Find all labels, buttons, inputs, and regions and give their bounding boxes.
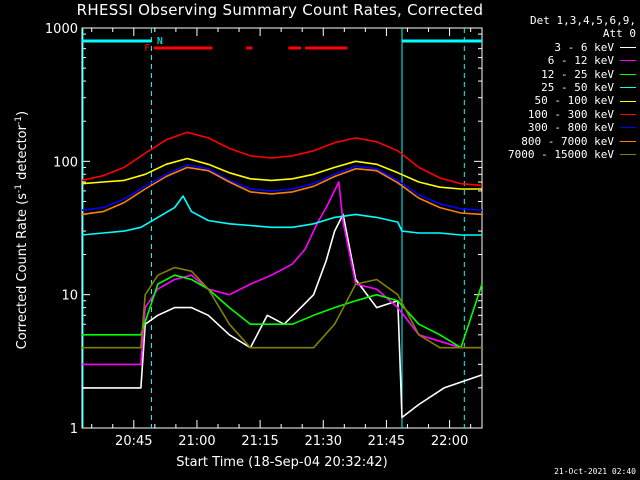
y-axis-label: Corrected Count Rate (s-1 detector-1) xyxy=(13,110,31,350)
legend-entry-label: 800 - 7000 keV xyxy=(521,134,614,148)
footer-timestamp: 21-Oct-2021 02:40 xyxy=(554,467,636,476)
legend-entry: 25 - 50 keV xyxy=(486,81,636,94)
x-tick-label: 21:00 xyxy=(178,434,215,449)
plot-frame xyxy=(81,27,483,429)
legend-swatch xyxy=(620,140,636,142)
y-tick-label: 1 xyxy=(70,422,78,437)
legend-swatch xyxy=(620,73,636,75)
series-line-2 xyxy=(82,274,483,349)
night-flag-label: N xyxy=(157,36,163,47)
legend-swatch xyxy=(620,127,636,129)
legend-swatch xyxy=(620,114,636,116)
legend-entry-label: 6 - 12 keV xyxy=(547,54,614,68)
legend-swatch xyxy=(620,47,636,49)
y-tick-label: 1000 xyxy=(45,22,78,37)
legend-entry: 300 - 800 keV xyxy=(486,121,636,134)
legend-swatch xyxy=(620,154,636,156)
legend-entry: 800 - 7000 keV xyxy=(486,135,636,148)
legend: Det 1,3,4,5,6,9, Att 0 3 - 6 keV 6 - 12 k… xyxy=(486,14,636,161)
legend-entry-label: 300 - 800 keV xyxy=(527,121,614,135)
legend-entry-label: 7000 - 15000 keV xyxy=(508,148,614,162)
legend-entry: 50 - 100 keV xyxy=(486,94,636,107)
series-line-8 xyxy=(82,266,482,349)
legend-entry-label: 100 - 300 keV xyxy=(527,107,614,121)
x-tick-label: 21:30 xyxy=(305,434,342,449)
x-tick-label: 22:00 xyxy=(431,434,468,449)
legend-header-detectors: Det 1,3,4,5,6,9, xyxy=(530,14,636,27)
y-tick-label: 100 xyxy=(53,155,78,170)
series-line-5 xyxy=(81,131,483,187)
legend-entry-label: 3 - 6 keV xyxy=(554,40,614,54)
legend-swatch xyxy=(620,87,636,89)
legend-entry: 100 - 300 keV xyxy=(486,108,636,121)
legend-entry: 6 - 12 keV xyxy=(486,54,636,67)
legend-swatch xyxy=(620,60,636,62)
series-line-3 xyxy=(81,195,482,236)
series-line-6 xyxy=(81,164,483,211)
legend-entry-label: 25 - 50 keV xyxy=(541,81,614,95)
series-line-7 xyxy=(81,166,483,216)
series-line-0 xyxy=(82,213,483,419)
legend-swatch xyxy=(620,100,636,102)
chart-title: RHESSI Observing Summary Count Rates, Co… xyxy=(76,1,484,19)
legend-entry: 12 - 25 keV xyxy=(486,68,636,81)
legend-entry: 7000 - 15000 keV xyxy=(486,148,636,161)
x-tick-label: 21:45 xyxy=(368,434,405,449)
legend-header-attenuator: Att 0 xyxy=(602,27,636,41)
legend-entry-label: 50 - 100 keV xyxy=(534,94,614,108)
legend-entry: 3 - 6 keV xyxy=(486,41,636,54)
x-tick-label: 21:15 xyxy=(241,434,278,449)
legend-entry-label: 12 - 25 keV xyxy=(541,67,614,81)
attenuator-flag-label: F xyxy=(144,43,150,54)
y-tick-label: 10 xyxy=(61,289,78,304)
x-axis-label: Start Time (18-Sep-04 20:32:42) xyxy=(176,455,388,470)
x-tick-label: 20:45 xyxy=(115,434,152,449)
series-line-4 xyxy=(81,157,482,190)
